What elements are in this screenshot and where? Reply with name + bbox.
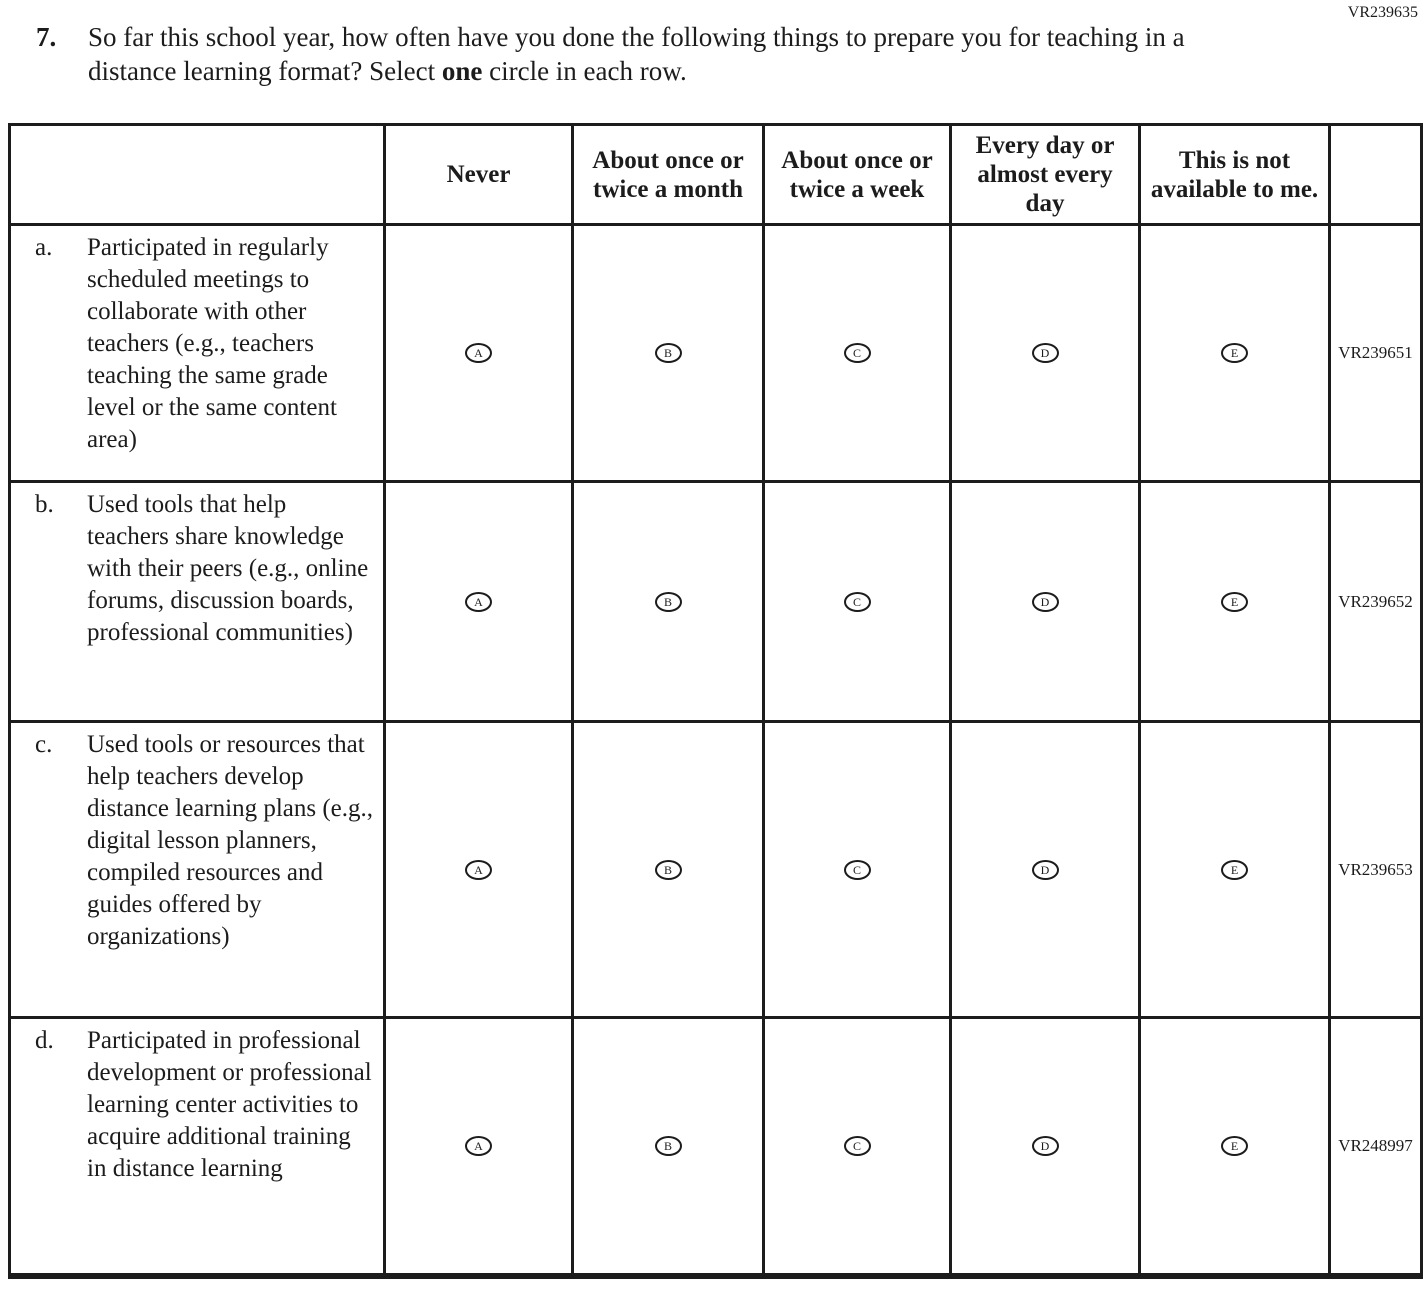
row-b-label-cell: b. Used tools that help teachers share k… — [8, 480, 386, 723]
row-d-label: Participated in professional development… — [87, 1027, 372, 1182]
column-header-once-twice-week: About once or twice a week — [762, 123, 952, 226]
row-c-option-bubble-b[interactable]: B — [654, 859, 682, 880]
row-a-everyday-cell: D — [949, 223, 1141, 483]
row-d-label-cell: d. Participated in professional developm… — [8, 1016, 386, 1279]
row-a-option-bubble-d[interactable]: D — [1031, 343, 1059, 363]
page-code: VR239635 — [1347, 4, 1418, 21]
table-row-d: d. Participated in professional developm… — [8, 1016, 1423, 1279]
row-a-code: VR239651 — [1328, 223, 1423, 483]
question-number: 7. — [36, 22, 57, 52]
row-d-option-bubble-b[interactable]: B — [654, 1135, 682, 1156]
row-a-option-bubble-e[interactable]: E — [1221, 343, 1248, 363]
row-a-label: Participated in regularly scheduled meet… — [87, 234, 337, 453]
response-grid: Never About once or twice a month About … — [8, 123, 1423, 1279]
row-d-never-cell: A — [383, 1016, 574, 1279]
row-a-option-bubble-a[interactable]: A — [465, 343, 492, 363]
column-header-code-blank — [1328, 123, 1423, 226]
row-b-week-cell: C — [762, 480, 952, 723]
column-header-never: Never — [383, 123, 574, 226]
row-c-letter: c. — [35, 731, 53, 758]
column-header-not-available: This is not available to me. — [1138, 123, 1331, 226]
row-a-letter: a. — [35, 234, 53, 261]
column-header-blank — [8, 123, 386, 226]
row-a-label-cell: a. Participated in regularly scheduled m… — [8, 223, 386, 483]
table-row-c: c. Used tools or resources that help tea… — [8, 720, 1423, 1019]
row-c-option-bubble-e[interactable]: E — [1221, 859, 1248, 880]
column-header-every-day: Every day or almost every day — [949, 123, 1141, 226]
row-b-option-bubble-e[interactable]: E — [1221, 591, 1248, 612]
question-text: So far this school year, how often have … — [88, 20, 1243, 88]
row-d-notavail-cell: E — [1138, 1016, 1331, 1279]
row-d-code: VR248997 — [1328, 1016, 1423, 1279]
row-b-month-cell: B — [571, 480, 765, 723]
row-b-option-bubble-b[interactable]: B — [654, 591, 682, 612]
question-text-end: circle in each row. — [482, 56, 687, 86]
row-c-week-cell: C — [762, 720, 952, 1019]
row-c-label-cell: c. Used tools or resources that help tea… — [8, 720, 386, 1019]
row-d-letter: d. — [35, 1027, 54, 1054]
question-bold-word: one — [441, 56, 483, 86]
row-b-everyday-cell: D — [949, 480, 1141, 723]
row-a-notavail-cell: E — [1138, 223, 1331, 483]
row-c-label: Used tools or resources that help teache… — [87, 731, 374, 950]
row-d-option-bubble-c[interactable]: C — [843, 1135, 871, 1156]
row-a-option-bubble-c[interactable]: C — [843, 343, 871, 363]
row-b-never-cell: A — [383, 480, 574, 723]
row-d-option-bubble-a[interactable]: A — [465, 1135, 492, 1156]
row-c-notavail-cell: E — [1138, 720, 1331, 1019]
row-b-option-bubble-c[interactable]: C — [843, 591, 871, 612]
row-d-month-cell: B — [571, 1016, 765, 1279]
row-d-week-cell: C — [762, 1016, 952, 1279]
row-a-option-bubble-b[interactable]: B — [654, 343, 682, 363]
row-d-option-bubble-d[interactable]: D — [1031, 1135, 1059, 1156]
table-row-b: b. Used tools that help teachers share k… — [8, 480, 1423, 723]
row-a-week-cell: C — [762, 223, 952, 483]
row-c-option-bubble-a[interactable]: A — [465, 859, 492, 880]
row-c-everyday-cell: D — [949, 720, 1141, 1019]
row-b-label: Used tools that help teachers share know… — [87, 491, 369, 646]
row-c-month-cell: B — [571, 720, 765, 1019]
header-row: Never About once or twice a month About … — [8, 123, 1423, 226]
row-d-everyday-cell: D — [949, 1016, 1141, 1279]
row-b-letter: b. — [35, 491, 54, 518]
row-b-code: VR239652 — [1328, 480, 1423, 723]
row-d-option-bubble-e[interactable]: E — [1221, 1135, 1248, 1156]
column-header-once-twice-month: About once or twice a month — [571, 123, 765, 226]
row-b-notavail-cell: E — [1138, 480, 1331, 723]
row-b-option-bubble-d[interactable]: D — [1031, 591, 1059, 612]
row-c-code: VR239653 — [1328, 720, 1423, 1019]
row-b-option-bubble-a[interactable]: A — [465, 591, 492, 612]
row-a-month-cell: B — [571, 223, 765, 483]
table-row-a: a. Participated in regularly scheduled m… — [8, 223, 1423, 483]
row-c-option-bubble-d[interactable]: D — [1031, 859, 1059, 880]
row-a-never-cell: A — [383, 223, 574, 483]
question-block: 7. So far this school year, how often ha… — [36, 20, 1243, 88]
row-c-never-cell: A — [383, 720, 574, 1019]
question-text-start: So far this school year, how often have … — [88, 22, 1185, 86]
row-c-option-bubble-c[interactable]: C — [843, 859, 871, 880]
